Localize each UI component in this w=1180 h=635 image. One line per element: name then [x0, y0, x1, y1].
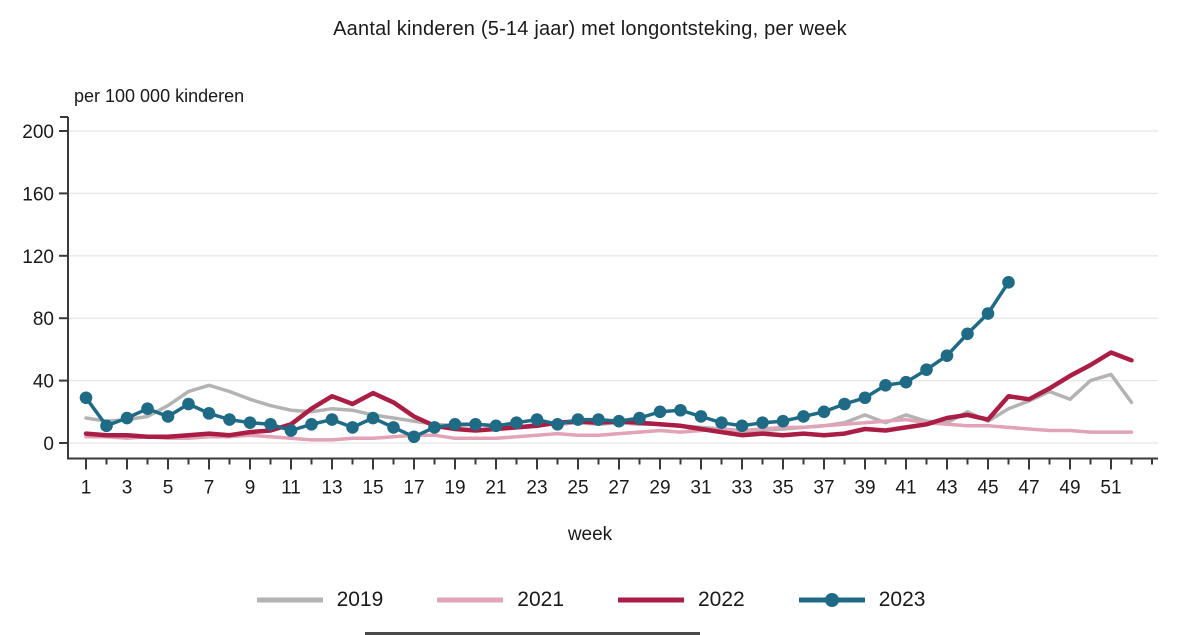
x-tick-label: 29	[649, 478, 670, 499]
data-point-marker	[817, 405, 831, 419]
bottom-crop-artifact	[365, 632, 700, 635]
x-tick-label: 23	[526, 478, 547, 499]
data-point-marker	[653, 405, 667, 419]
data-point-marker	[1002, 276, 1015, 289]
x-tick-label: 37	[813, 478, 834, 499]
data-point-marker	[182, 397, 195, 411]
data-point-marker	[387, 421, 400, 434]
chart-title: Aantal kinderen (5-14 jaar) met longonts…	[333, 18, 847, 40]
data-point-marker	[920, 363, 933, 376]
y-tick-label: 40	[33, 372, 54, 393]
legend-item-2021: 2021	[435, 588, 564, 612]
data-point-marker	[346, 421, 359, 434]
legend-swatch	[437, 597, 504, 603]
data-point-marker	[940, 349, 954, 362]
legend-item-2023: 2023	[797, 588, 926, 612]
chart-legend: 2019 2021 2022 2023	[0, 588, 1180, 612]
data-point-marker	[735, 419, 749, 433]
data-point-marker	[633, 411, 646, 425]
x-tick-label: 17	[403, 478, 424, 499]
x-tick-label: 7	[204, 478, 215, 499]
x-tick-label: 27	[608, 478, 629, 499]
data-point-marker	[141, 402, 154, 415]
legend-label: 2019	[336, 588, 384, 611]
x-tick-label: 51	[1100, 478, 1121, 499]
data-point-marker	[284, 424, 298, 437]
legend-label: 2023	[878, 588, 926, 611]
data-point-marker	[756, 416, 769, 430]
y-tick-label: 0	[43, 434, 54, 455]
series-line-2021	[84, 417, 1134, 442]
y-axis-unit-label: per 100 000 kinderen	[74, 86, 245, 106]
data-point-marker	[79, 391, 93, 405]
data-point-marker	[715, 416, 728, 430]
x-tick-label: 49	[1059, 478, 1080, 499]
x-tick-label: 5	[163, 478, 174, 499]
data-point-marker	[592, 413, 605, 426]
legend-item-2019: 2019	[255, 588, 384, 612]
data-point-marker	[325, 413, 339, 426]
data-point-marker	[264, 417, 277, 431]
legend-swatch	[618, 597, 684, 603]
data-point-marker	[674, 403, 687, 417]
x-tick-label: 25	[567, 478, 588, 499]
data-point-marker	[510, 416, 523, 430]
legend-item-2022: 2022	[616, 588, 745, 612]
data-point-marker	[571, 413, 585, 426]
y-tick-label: 200	[22, 122, 54, 143]
data-point-marker	[694, 410, 708, 423]
data-point-marker	[407, 430, 421, 444]
x-tick-label: 21	[485, 478, 506, 499]
data-point-marker	[243, 416, 257, 430]
legend-swatch	[256, 597, 323, 603]
data-point-marker	[202, 407, 216, 420]
x-tick-label: 11	[281, 478, 301, 499]
x-tick-label: 47	[1018, 478, 1039, 499]
x-tick-label: 1	[81, 478, 92, 499]
x-axis-title: week	[567, 524, 613, 545]
x-tick-label: 9	[245, 478, 256, 499]
data-point-marker	[448, 417, 462, 431]
x-tick-label: 3	[122, 478, 133, 499]
data-point-marker	[797, 410, 810, 423]
x-tick-label: 33	[731, 478, 752, 499]
data-point-marker	[489, 419, 503, 433]
data-point-marker	[428, 421, 441, 434]
data-point-marker	[838, 397, 851, 411]
legend-label: 2022	[698, 588, 745, 611]
data-point-marker	[551, 417, 564, 431]
x-tick-label: 31	[690, 478, 711, 499]
data-point-marker	[612, 414, 626, 428]
y-tick-label: 160	[22, 184, 54, 205]
data-point-marker	[161, 410, 175, 423]
data-point-marker	[961, 327, 974, 341]
data-point-marker	[879, 378, 892, 392]
data-point-marker	[305, 417, 318, 431]
x-tick-label: 19	[444, 478, 465, 499]
data-point-marker	[120, 411, 134, 425]
legend-label: 2021	[517, 588, 564, 611]
data-point-marker	[858, 391, 872, 405]
x-tick-label: 35	[772, 478, 793, 499]
series-line-2023	[84, 280, 1011, 439]
x-tick-label: 39	[854, 478, 875, 499]
data-point-marker	[366, 411, 380, 425]
legend-swatch	[798, 593, 865, 607]
y-tick-label: 120	[22, 247, 54, 268]
x-tick-label: 43	[936, 478, 957, 499]
data-point-marker	[899, 375, 913, 389]
x-tick-label: 15	[362, 478, 383, 499]
x-tick-label: 13	[321, 478, 342, 499]
data-point-marker	[776, 414, 790, 428]
x-tick-label: 45	[977, 478, 998, 499]
data-point-marker	[100, 419, 113, 433]
data-point-marker	[223, 413, 236, 426]
y-tick-label: 80	[33, 309, 54, 330]
data-point-marker	[469, 417, 482, 431]
data-point-marker	[981, 307, 995, 320]
x-tick-label: 41	[895, 478, 916, 499]
data-point-marker	[530, 413, 544, 426]
